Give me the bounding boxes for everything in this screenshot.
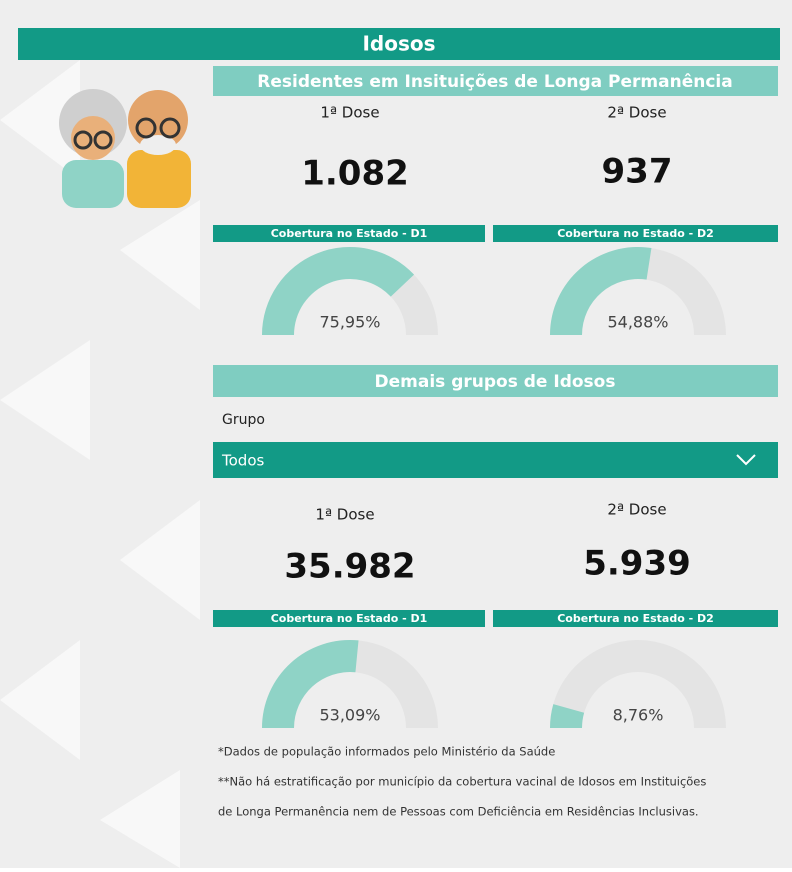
header-bar: [18, 28, 780, 60]
background-pattern: [0, 60, 200, 868]
gauge-label: 54,88%: [607, 313, 668, 332]
gauge-title: Cobertura no Estado - D1: [271, 227, 428, 240]
gauge-label: 8,76%: [613, 706, 664, 725]
footnote: de Longa Permanência nem de Pessoas com …: [218, 805, 699, 819]
section-title: Residentes em Insituições de Longa Perma…: [257, 72, 732, 92]
dose-label: 1ª Dose: [320, 104, 379, 122]
dose-label: 2ª Dose: [607, 501, 666, 519]
section-bar: [213, 365, 778, 397]
elderly-icon: [59, 89, 191, 208]
section-bar: [213, 66, 778, 96]
gauge-title-bar: [493, 610, 778, 627]
filter-dropdown[interactable]: Todos: [213, 442, 778, 478]
gauge-fill: [550, 247, 652, 335]
gauge-title: Cobertura no Estado - D2: [557, 227, 714, 240]
dropdown-box[interactable]: [213, 442, 778, 478]
dose-value: 937: [602, 152, 673, 192]
dropdown-value[interactable]: Todos: [221, 452, 264, 470]
footnote: **Não há estratificação por município da…: [218, 775, 706, 789]
gauge-fill: [262, 246, 415, 335]
section-title: Demais grupos de Idosos: [375, 372, 616, 392]
footnote: *Dados de população informados pelo Mini…: [218, 745, 555, 759]
gauge-title-bar: [213, 610, 485, 627]
gauge-title: Cobertura no Estado - D2: [557, 612, 714, 625]
gauge-label: 75,95%: [319, 313, 380, 332]
dose-value: 1.082: [301, 154, 409, 194]
header-title: Idosos: [362, 32, 435, 56]
dose-value: 35.982: [284, 547, 415, 587]
filter-label: Grupo: [222, 412, 265, 428]
gauge-fill: [550, 704, 585, 728]
gauge-title-bar: [493, 225, 778, 242]
dose-label: 2ª Dose: [607, 104, 666, 122]
gauge-title: Cobertura no Estado - D1: [271, 612, 428, 625]
gauge-label: 53,09%: [319, 706, 380, 725]
dose-label: 1ª Dose: [315, 506, 374, 524]
dropdown-chevron[interactable]: [736, 454, 756, 466]
gauge-title-bar: [213, 225, 485, 242]
gauge-fill: [262, 640, 359, 728]
gauge-track: [550, 640, 726, 728]
dose-value: 5.939: [583, 544, 691, 584]
